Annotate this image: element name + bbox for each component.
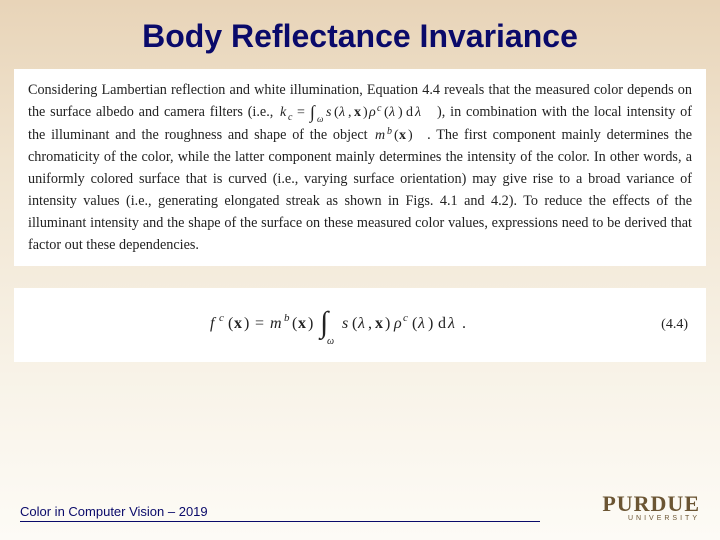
svg-text:m: m bbox=[270, 315, 282, 332]
svg-text:): ) bbox=[308, 315, 313, 332]
mb-equation-inline: m b ( x ) bbox=[375, 125, 419, 145]
svg-text:(: ( bbox=[228, 315, 233, 332]
svg-text:ρ: ρ bbox=[393, 315, 402, 332]
svg-text:(: ( bbox=[292, 315, 297, 332]
svg-text:,: , bbox=[368, 315, 372, 332]
svg-text:): ) bbox=[398, 105, 403, 120]
svg-text:): ) bbox=[408, 128, 413, 143]
svg-text:x: x bbox=[375, 315, 383, 332]
svg-text:): ) bbox=[385, 315, 390, 332]
footer-text: Color in Computer Vision – 2019 bbox=[20, 504, 540, 522]
svg-text:λ: λ bbox=[447, 315, 455, 332]
equation-panel: f c ( x ) = m b ( x ) ∫ ω s ( λ , x ) ρ … bbox=[14, 288, 706, 362]
svg-text:): ) bbox=[363, 105, 368, 120]
svg-text:d: d bbox=[406, 105, 413, 120]
svg-text:(: ( bbox=[412, 315, 417, 332]
svg-text:x: x bbox=[399, 128, 406, 143]
svg-text:): ) bbox=[428, 315, 433, 332]
svg-text:m: m bbox=[375, 128, 385, 143]
svg-text:c: c bbox=[403, 312, 408, 324]
svg-text:x: x bbox=[234, 315, 242, 332]
svg-text:c: c bbox=[219, 312, 224, 324]
svg-text:λ: λ bbox=[357, 315, 365, 332]
svg-text:x: x bbox=[298, 315, 306, 332]
equation-number: (4.4) bbox=[661, 317, 688, 333]
svg-text:.: . bbox=[462, 315, 466, 332]
svg-text:ω: ω bbox=[317, 114, 323, 124]
body-text-mid2: . The first component mainly determines … bbox=[28, 127, 692, 253]
svg-text:k: k bbox=[280, 105, 287, 120]
svg-text:=: = bbox=[255, 315, 264, 332]
svg-text:b: b bbox=[284, 312, 290, 324]
svg-text:s: s bbox=[342, 315, 348, 332]
svg-text:ρ: ρ bbox=[368, 105, 376, 120]
slide-title: Body Reflectance Invariance bbox=[0, 0, 720, 69]
purdue-logo-main: PURDUE bbox=[602, 491, 700, 517]
svg-text:): ) bbox=[244, 315, 249, 332]
svg-text:∫: ∫ bbox=[309, 102, 316, 123]
main-equation: f c ( x ) = m b ( x ) ∫ ω s ( λ , x ) ρ … bbox=[210, 302, 510, 348]
svg-text:λ: λ bbox=[388, 105, 395, 120]
svg-text:c: c bbox=[377, 103, 382, 114]
slide-footer: Color in Computer Vision – 2019 PURDUE U… bbox=[0, 491, 720, 522]
svg-text:s: s bbox=[326, 105, 332, 120]
svg-text:λ: λ bbox=[414, 105, 421, 120]
svg-text:,: , bbox=[348, 105, 352, 120]
body-paragraph: Considering Lambertian reflection and wh… bbox=[28, 79, 692, 256]
svg-text:λ: λ bbox=[338, 105, 345, 120]
svg-text:=: = bbox=[297, 105, 305, 120]
purdue-logo-sub: UNIVERSITY bbox=[628, 515, 700, 522]
svg-text:c: c bbox=[288, 112, 293, 123]
svg-text:λ: λ bbox=[417, 315, 425, 332]
kc-equation-inline: k c = ∫ ω s ( λ , x ) ρ c ( λ ) d λ bbox=[280, 102, 430, 124]
svg-text:d: d bbox=[438, 315, 446, 332]
svg-text:f: f bbox=[210, 315, 217, 332]
svg-text:ω: ω bbox=[327, 336, 334, 347]
svg-text:b: b bbox=[387, 126, 392, 137]
svg-text:x: x bbox=[354, 105, 361, 120]
purdue-logo: PURDUE UNIVERSITY bbox=[602, 491, 700, 522]
body-paragraph-panel: Considering Lambertian reflection and wh… bbox=[14, 69, 706, 266]
svg-text:(: ( bbox=[352, 315, 357, 332]
